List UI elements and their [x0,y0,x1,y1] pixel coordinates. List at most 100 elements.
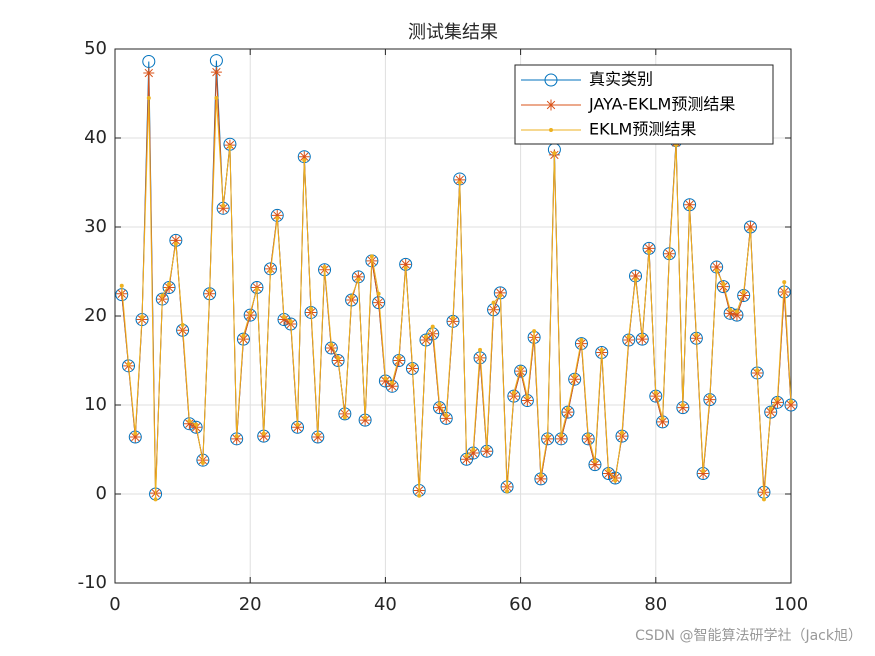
marker [626,334,631,339]
marker [481,445,493,457]
marker [657,416,669,428]
legend-label: 真实类别 [589,70,653,89]
marker [636,333,648,345]
marker [494,287,506,299]
legend-marker [544,73,558,87]
marker [385,379,399,393]
marker [180,322,185,327]
marker [471,447,476,452]
y-tick-label: 0 [96,483,107,504]
marker [454,174,466,186]
y-tick-label: 50 [84,38,107,59]
marker [559,433,564,438]
marker [555,433,567,445]
marker [505,489,510,494]
marker [143,67,155,79]
marker [785,399,797,411]
marker [187,419,192,424]
marker [183,418,195,430]
marker [687,206,692,211]
marker [728,307,733,312]
marker [730,308,744,322]
marker [697,468,709,480]
marker [170,234,182,246]
legend-label: JAYA-EKLM预测结果 [588,95,735,114]
marker [210,66,222,78]
marker [292,421,304,433]
marker [227,144,232,149]
marker [552,151,557,156]
marker [464,453,469,458]
marker [160,293,165,298]
marker [660,416,665,421]
marker [244,309,256,321]
marker [717,281,729,293]
marker [515,365,527,377]
marker [379,375,391,387]
marker [167,281,172,286]
marker [498,293,503,298]
marker [775,396,780,401]
marker [738,290,750,302]
marker [241,333,246,338]
marker [789,399,793,404]
marker [329,342,334,347]
marker [579,338,584,343]
marker [647,249,652,254]
marker [525,394,530,399]
marker [643,242,655,254]
marker [650,390,662,402]
marker [282,314,286,319]
marker [667,255,672,260]
marker [331,354,345,367]
marker [312,431,324,443]
marker [243,308,257,322]
marker [444,413,449,418]
marker [207,288,212,293]
marker [451,315,455,320]
marker [356,277,361,282]
marker [514,364,528,378]
marker [734,309,739,314]
marker [325,342,337,354]
marker [133,431,138,436]
marker [711,261,723,273]
marker [217,202,229,214]
marker [630,270,642,282]
marker [653,390,658,395]
marker [231,433,243,445]
y-tick-label: 20 [84,305,107,326]
marker [684,199,696,211]
marker [744,221,756,233]
marker [126,362,131,367]
marker [474,352,486,364]
marker [771,396,783,408]
marker [376,291,381,296]
marker [440,412,452,424]
marker [491,300,496,305]
x-tick-label: 20 [239,594,262,615]
marker [383,376,388,381]
marker [209,54,223,68]
series-line [121,97,792,500]
x-tick-label: 60 [509,594,532,615]
marker [427,328,439,340]
marker [390,380,395,385]
marker [400,258,412,270]
marker [535,473,547,485]
marker [248,310,253,315]
axes-box [114,48,792,584]
marker [748,228,753,233]
marker [764,405,778,419]
marker [396,354,401,359]
marker [352,271,364,283]
marker [433,402,445,414]
marker [484,445,489,450]
x-tick-label: 100 [774,594,808,615]
y-tick-label: -10 [78,572,107,593]
marker [261,431,266,436]
x-tick-label: 0 [109,594,120,615]
marker [403,265,408,270]
marker [275,216,280,221]
